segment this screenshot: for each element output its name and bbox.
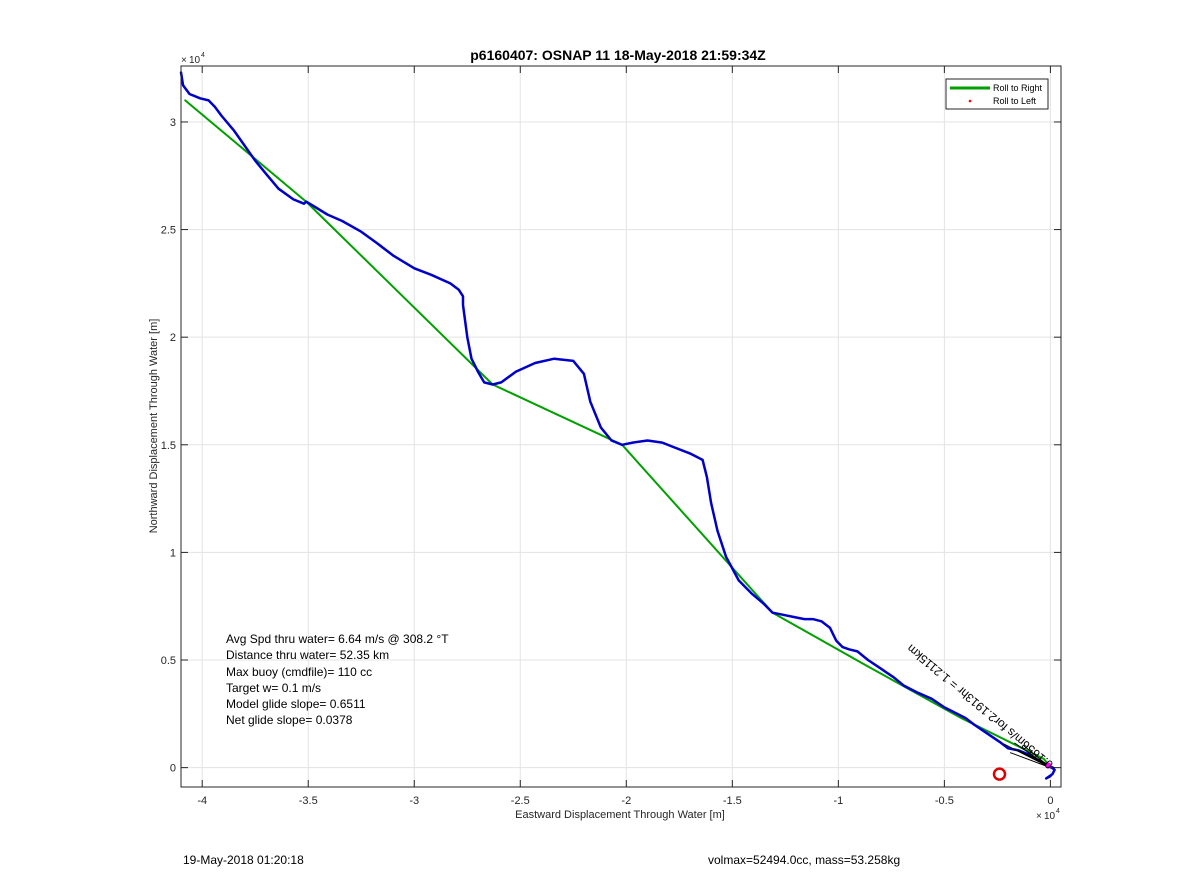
x-axis-label: Eastward Displacement Through Water [m] [515,809,725,821]
stats-line-target-w: Target w= 0.1 m/s [226,681,321,695]
stats-line-model-glide: Model glide slope= 0.6511 [226,697,366,711]
stats-line-max-buoy: Max buoy (cmdfile)= 110 cc [226,665,372,679]
x-tick-label: -2 [621,795,631,807]
x-tick-label: -1.5 [723,795,742,807]
y-tick-label: 0.5 [161,655,176,667]
end-point-marker [1045,762,1052,769]
stats-text: Avg Spd thru water= 6.64 m/s @ 308.2 °T … [226,632,449,727]
chart-title: p6160407: OSNAP 11 18-May-2018 21:59:34Z [470,47,766,63]
y-tick-label: 2.5 [161,225,176,237]
axes-box [180,65,1062,788]
x-tick-label: 0 [1047,795,1053,807]
svg-text:×: × [1036,811,1042,822]
legend: Roll to Right Roll to Left [945,78,1049,110]
y-axis-label: Northward Displacement Through Water [m] [148,319,160,534]
x-tick-label: -3.5 [299,795,318,807]
legend-label-roll-left: Roll to Left [993,96,1037,106]
stats-line-net-glide: Net glide slope= 0.0378 [226,713,353,727]
markers [992,742,1052,781]
y-exponent-power: 4 [201,52,205,59]
stats-line-avg-speed: Avg Spd thru water= 6.64 m/s @ 308.2 °T [226,632,449,646]
y-tick-label: 1 [170,547,176,559]
axis-ticks [181,66,1061,787]
y-tick-labels: 0 0.5 1 1.5 2 2.5 3 [161,117,176,775]
legend-label-roll-right: Roll to Right [993,83,1043,93]
x-exponent-power: 4 [1056,808,1060,815]
legend-dot-roll-left [968,99,972,103]
footer-volume-mass: volmax=52494.0cc, mass=53.258kg [708,853,901,867]
x-exponent-base: 10 [1044,811,1056,822]
stats-line-distance: Distance thru water= 52.35 km [226,648,389,662]
svg-text:×: × [181,55,187,66]
y-tick-label: 3 [170,117,176,129]
x-tick-label: -4 [197,795,207,807]
series-line-blue [179,71,1056,780]
y-axis-exponent: × 10 4 [181,52,205,66]
y-exponent-base: 10 [189,55,201,66]
x-tick-label: -0.5 [935,795,954,807]
current-annotation: -0.1656m/s for2.1913hr = 1.2115km [904,641,1059,774]
x-tick-label: -2.5 [511,795,530,807]
vector-line [1009,752,1051,769]
y-tick-label: 0 [170,763,176,775]
position-circle-marker [992,767,1007,781]
data-series [179,71,1056,780]
footer-date: 19-May-2018 01:20:18 [183,853,304,867]
x-tick-labels: -4 -3.5 -3 -2.5 -2 -1.5 -1 -0.5 0 [197,795,1053,807]
x-tick-label: -1 [833,795,843,807]
y-tick-label: 2 [170,332,176,344]
x-axis-exponent: × 10 4 [1036,808,1060,822]
y-tick-label: 1.5 [161,440,176,452]
x-tick-label: -3 [409,795,419,807]
